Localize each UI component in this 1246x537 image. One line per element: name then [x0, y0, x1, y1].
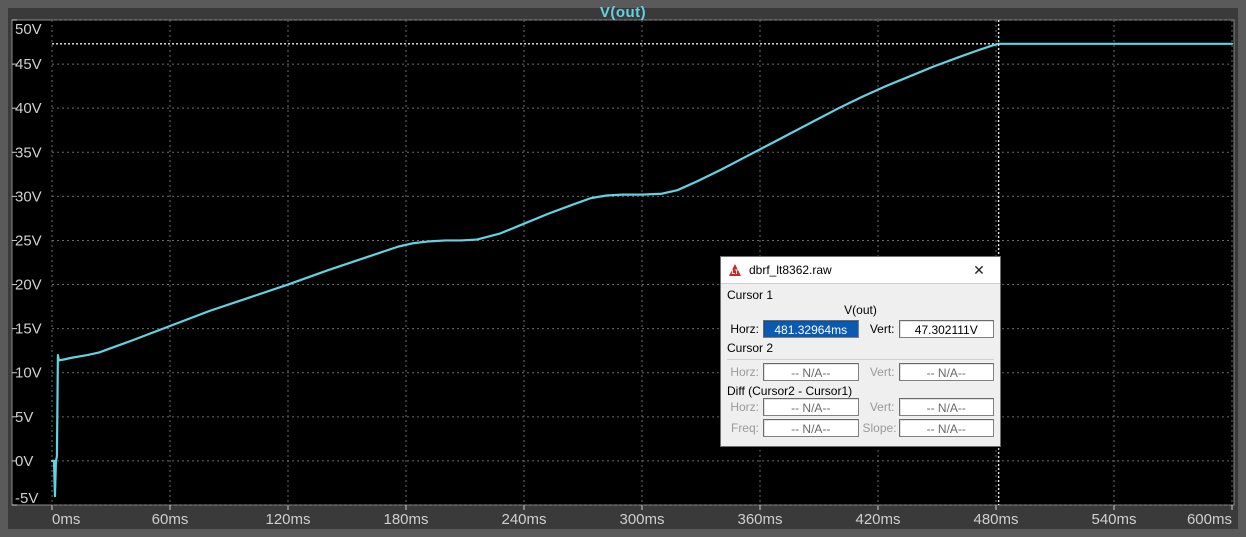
svg-text:LT: LT	[732, 270, 739, 276]
cursor-trace-name: V(out)	[727, 303, 994, 317]
cursor2-section-label: Cursor 2	[727, 341, 994, 355]
diff-freq-label: Freq:	[727, 421, 759, 435]
svg-text:300ms: 300ms	[619, 511, 664, 528]
svg-text:30V: 30V	[15, 188, 42, 205]
cursor1-horz-value[interactable]: 481.32964ms	[763, 320, 859, 338]
svg-text:0V: 0V	[15, 453, 33, 470]
svg-text:600ms: 600ms	[1187, 511, 1232, 528]
svg-text:50V: 50V	[15, 21, 42, 38]
diff-slope-value: -- N/A--	[899, 419, 995, 437]
svg-text:-5V: -5V	[15, 490, 38, 507]
cursor-window-titlebar[interactable]: LT dbrf_lt8362.raw ✕	[721, 257, 1000, 284]
trace-legend-vout[interactable]: V(out)	[600, 4, 646, 21]
cursor2-horz-label: Horz:	[727, 365, 759, 379]
svg-text:25V: 25V	[15, 232, 42, 249]
cursor2-vert-label: Vert:	[863, 365, 895, 379]
svg-text:60ms: 60ms	[152, 511, 189, 528]
close-icon[interactable]: ✕	[962, 259, 996, 281]
svg-text:120ms: 120ms	[265, 511, 310, 528]
ltspice-icon: LT	[727, 262, 743, 278]
cursor1-section-label: Cursor 1	[727, 288, 994, 302]
waveform-plot[interactable]: 0ms 60ms 120ms 180ms 240ms 300ms 360ms 420ms 480…	[8, 8, 1238, 529]
svg-text:240ms: 240ms	[501, 511, 546, 528]
svg-text:0ms: 0ms	[52, 511, 80, 528]
svg-text:180ms: 180ms	[383, 511, 428, 528]
cursor2-vert-value[interactable]: -- N/A--	[899, 363, 995, 381]
svg-text:10V: 10V	[15, 365, 42, 382]
cursor1-vert-value[interactable]: 47.302111V	[899, 320, 995, 338]
diff-vert-value: -- N/A--	[899, 398, 995, 416]
diff-vert-label: Vert:	[863, 400, 895, 414]
diff-horz-value: -- N/A--	[763, 398, 859, 416]
svg-text:15V: 15V	[15, 321, 42, 338]
waveform-plot-area[interactable]: 0ms 60ms 120ms 180ms 240ms 300ms 360ms 420ms 480…	[8, 8, 1238, 529]
cursor2-horz-value[interactable]: -- N/A--	[763, 363, 859, 381]
svg-text:360ms: 360ms	[737, 511, 782, 528]
diff-section-label: Diff (Cursor2 - Cursor1)	[727, 384, 994, 398]
svg-text:35V: 35V	[15, 144, 42, 161]
cursor1-horz-label: Horz:	[727, 322, 759, 336]
diff-horz-label: Horz:	[727, 400, 759, 414]
svg-text:5V: 5V	[15, 409, 33, 426]
divider	[727, 359, 994, 360]
cursor-readout-window[interactable]: LT dbrf_lt8362.raw ✕ Cursor 1 V(out) Hor…	[720, 256, 1001, 447]
svg-text:540ms: 540ms	[1091, 511, 1136, 528]
trace-legend-label: V(out)	[600, 4, 646, 21]
svg-text:45V: 45V	[15, 56, 42, 73]
svg-text:420ms: 420ms	[855, 511, 900, 528]
svg-text:480ms: 480ms	[973, 511, 1018, 528]
svg-text:40V: 40V	[15, 100, 42, 117]
svg-text:20V: 20V	[15, 277, 42, 294]
diff-freq-value: -- N/A--	[763, 419, 859, 437]
diff-slope-label: Slope:	[863, 421, 895, 435]
cursor1-vert-label: Vert:	[863, 322, 895, 336]
cursor-window-title: dbrf_lt8362.raw	[749, 263, 962, 277]
